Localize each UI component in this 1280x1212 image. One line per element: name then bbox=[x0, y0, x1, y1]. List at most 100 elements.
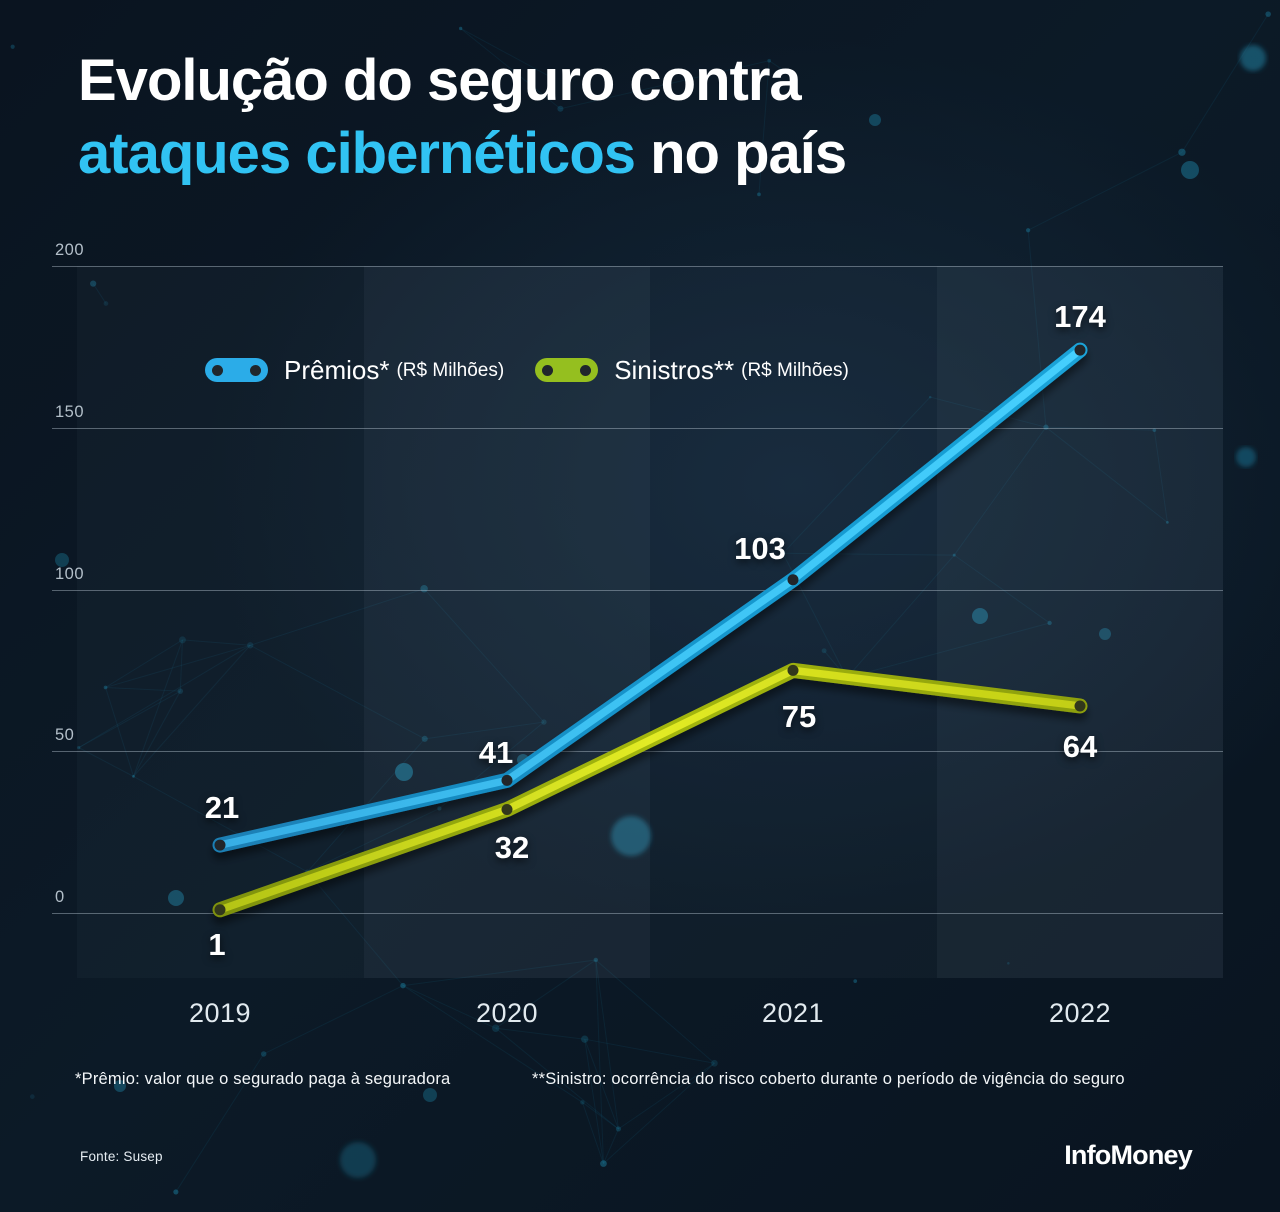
network-node bbox=[767, 58, 772, 63]
network-line bbox=[846, 622, 1050, 679]
network-blob bbox=[1181, 161, 1199, 179]
network-node bbox=[177, 688, 184, 694]
network-blob bbox=[55, 553, 69, 567]
network-node bbox=[103, 301, 109, 306]
network-node bbox=[178, 636, 186, 644]
network-line bbox=[1153, 430, 1168, 523]
network-node bbox=[437, 806, 442, 811]
network-node bbox=[103, 685, 108, 690]
legend-label-sinistros: Sinistros** bbox=[614, 354, 735, 385]
network-line bbox=[1045, 426, 1168, 523]
network-blob bbox=[114, 1080, 126, 1092]
network-line bbox=[182, 639, 251, 646]
network-blob bbox=[1099, 628, 1111, 640]
network-node bbox=[132, 775, 135, 778]
x-axis-label-2020: 2020 bbox=[475, 998, 539, 1028]
network-line bbox=[1027, 151, 1183, 231]
network-line bbox=[306, 871, 404, 986]
network-line bbox=[133, 775, 308, 873]
network-node bbox=[780, 550, 786, 556]
network-node bbox=[400, 982, 406, 989]
network-line bbox=[402, 959, 596, 987]
pill-dot-icon bbox=[250, 364, 261, 376]
legend-swatch-premios bbox=[205, 358, 268, 382]
value-label-premios-2022: 174 bbox=[1054, 299, 1106, 335]
network-node bbox=[1047, 620, 1052, 626]
network-line bbox=[495, 1027, 585, 1040]
network-line bbox=[582, 1101, 619, 1130]
network-line bbox=[953, 426, 1047, 556]
network-line bbox=[133, 639, 183, 777]
network-line bbox=[495, 959, 597, 1029]
y-tick-label-50: 50 bbox=[55, 726, 75, 745]
value-label-sinistros-2022: 64 bbox=[1062, 728, 1098, 764]
infomoney-logo: InfoMoney bbox=[1064, 1140, 1193, 1170]
line-premios bbox=[212, 342, 1088, 853]
network-node bbox=[1152, 428, 1157, 432]
title-line2-rest: no país bbox=[635, 121, 847, 186]
network-line bbox=[460, 28, 550, 77]
network-node bbox=[757, 192, 761, 197]
network-line bbox=[133, 644, 251, 777]
network-node bbox=[77, 745, 81, 750]
y-tick-label-150: 150 bbox=[55, 402, 85, 421]
network-line bbox=[78, 690, 181, 749]
plot-band-2022 bbox=[936, 266, 1223, 978]
network-node bbox=[581, 1035, 589, 1043]
network-line bbox=[1181, 13, 1269, 153]
network-node bbox=[421, 735, 428, 742]
network-node bbox=[10, 44, 15, 49]
page-title: Evolução do seguro contra ataques ciberné… bbox=[78, 44, 847, 190]
value-label-sinistros-2021: 75 bbox=[781, 699, 817, 735]
network-line bbox=[584, 1039, 604, 1164]
network-node bbox=[541, 719, 547, 725]
network-blob bbox=[972, 608, 988, 624]
network-line bbox=[584, 1039, 619, 1130]
network-node bbox=[1007, 962, 1010, 965]
network-blob bbox=[423, 1088, 437, 1102]
line-stroke-sinistros bbox=[216, 666, 1084, 914]
network-node bbox=[600, 1160, 607, 1167]
network-line bbox=[602, 1128, 619, 1164]
gridline-0 bbox=[52, 913, 1223, 914]
network-line bbox=[846, 554, 955, 679]
network-line bbox=[953, 554, 1050, 624]
network-blob bbox=[611, 816, 651, 856]
network-line bbox=[581, 1102, 604, 1164]
network-line bbox=[249, 644, 425, 740]
line-stroke-premios bbox=[212, 342, 1088, 853]
network-line bbox=[250, 588, 425, 646]
value-label-premios-2020: 41 bbox=[478, 735, 514, 771]
network-blob bbox=[168, 890, 184, 906]
network-line bbox=[584, 1038, 715, 1064]
network-node bbox=[1043, 424, 1049, 430]
legend-unit-sinistros: (R$ Milhões) bbox=[741, 360, 849, 381]
network-node bbox=[580, 1100, 585, 1105]
legend-swatch-sinistros bbox=[535, 358, 599, 382]
point-premios-2019 bbox=[214, 839, 226, 851]
network-line bbox=[603, 1062, 715, 1164]
network-line bbox=[263, 985, 404, 1055]
network-blob bbox=[340, 1142, 376, 1178]
legend-unit-premios: (R$ Milhões) bbox=[396, 360, 505, 381]
title-line1: Evolução do seguro contra bbox=[78, 48, 802, 113]
network-line bbox=[402, 985, 496, 1029]
network-node bbox=[260, 1051, 267, 1057]
network-line bbox=[105, 644, 251, 688]
network-node bbox=[791, 75, 796, 80]
network-line bbox=[560, 60, 770, 110]
network-node bbox=[547, 74, 551, 78]
network-node bbox=[29, 1094, 35, 1099]
point-sinistros-2020 bbox=[501, 803, 513, 815]
footnote-sinistro: **Sinistro: ocorrência do risco coberto … bbox=[532, 1070, 1125, 1088]
network-node bbox=[173, 1189, 179, 1195]
network-line bbox=[595, 959, 604, 1164]
network-node bbox=[853, 979, 858, 983]
network-line bbox=[930, 396, 1047, 428]
point-sinistros-2021 bbox=[787, 664, 799, 676]
network-node bbox=[1026, 228, 1031, 233]
plot-band-2020 bbox=[363, 266, 650, 978]
network-line bbox=[92, 283, 107, 304]
